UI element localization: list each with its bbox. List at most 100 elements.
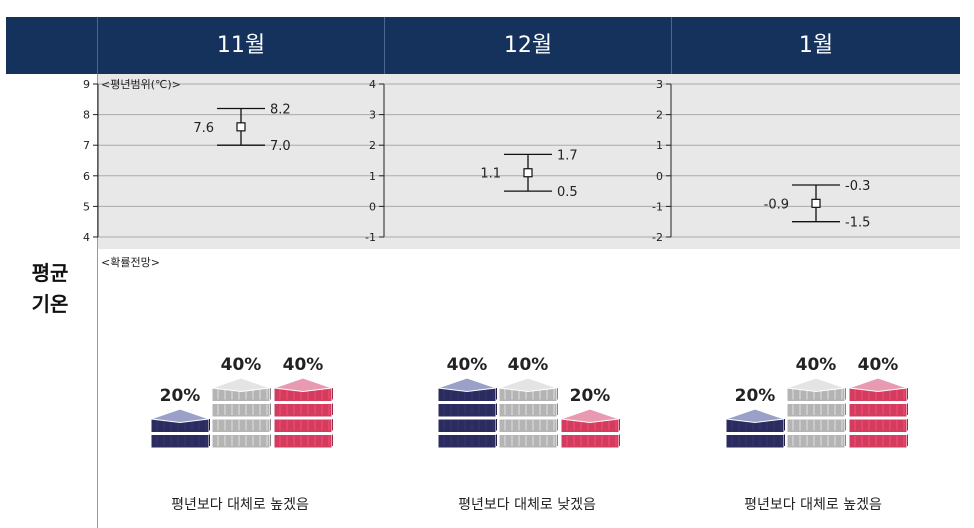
y-tick-label: 2 xyxy=(369,139,376,152)
slab-side xyxy=(619,434,620,446)
prob-label-비슷: 40% xyxy=(221,355,262,375)
slab-side xyxy=(845,434,846,446)
prob-label-높음: 20% xyxy=(570,386,611,406)
stack-top xyxy=(786,377,846,393)
slab-side xyxy=(270,388,271,400)
header-divider xyxy=(671,17,672,74)
lower-label: 0.5 xyxy=(557,185,578,200)
slab-side xyxy=(209,419,210,431)
stack-slab xyxy=(437,434,497,449)
stack-slab xyxy=(848,403,908,418)
stack-top xyxy=(211,377,271,393)
slab-side xyxy=(557,388,558,400)
stack-top xyxy=(437,377,497,393)
lower-label: 7.0 xyxy=(270,139,291,154)
caption-nov: 평년보다 대체로 높겠음 xyxy=(171,497,309,513)
stack-top xyxy=(150,408,210,424)
y-tick-label: -2 xyxy=(652,231,663,244)
prob-label-낮음: 40% xyxy=(447,355,488,375)
mean-label: -0.9 xyxy=(764,197,789,212)
stack-slab xyxy=(786,418,846,433)
stack-slab xyxy=(848,418,908,433)
stack-top xyxy=(725,408,785,424)
stack-slab xyxy=(786,434,846,449)
month-header: 11월 12월 1월 xyxy=(6,17,960,74)
stack-slab xyxy=(437,403,497,418)
prob-stack-높음 xyxy=(273,377,333,449)
prob-label-높음: 40% xyxy=(858,355,899,375)
slab-side xyxy=(619,419,620,431)
prob-stack-높음 xyxy=(560,408,620,449)
stack-slab xyxy=(560,434,620,449)
prob-stack-높음 xyxy=(848,377,908,449)
y-tick-label: -1 xyxy=(652,200,663,213)
left-divider xyxy=(97,74,98,528)
mean-marker xyxy=(236,122,246,132)
slab-side xyxy=(907,419,908,431)
stack-top xyxy=(273,377,333,393)
stack-top xyxy=(560,408,620,424)
stack-slab xyxy=(273,403,333,418)
slab-side xyxy=(557,434,558,446)
slab-side xyxy=(332,419,333,431)
stack-slab xyxy=(848,434,908,449)
y-tick-label: 2 xyxy=(656,109,663,122)
upper-label: -0.3 xyxy=(845,179,870,194)
stack-slab xyxy=(498,418,558,433)
stack-slab xyxy=(211,418,271,433)
y-tick-label: 1 xyxy=(656,139,663,152)
month-header-dec: 12월 xyxy=(503,33,553,58)
stack-slab xyxy=(273,434,333,449)
stack-slab xyxy=(273,418,333,433)
slab-side xyxy=(496,388,497,400)
slab-side xyxy=(845,388,846,400)
lower-label: -1.5 xyxy=(845,216,870,231)
slab-side xyxy=(845,403,846,415)
slab-side xyxy=(557,419,558,431)
stack-top xyxy=(498,377,558,393)
upper-label: 1.7 xyxy=(557,148,578,163)
y-tick-label: 1 xyxy=(369,170,376,183)
slab-side xyxy=(784,419,785,431)
slab-side xyxy=(907,403,908,415)
y-tick-label: 7 xyxy=(83,139,90,152)
stack-slab xyxy=(437,418,497,433)
caption-jan: 평년보다 대체로 높겠음 xyxy=(744,497,882,513)
stack-slab xyxy=(498,403,558,418)
stack-slab xyxy=(498,434,558,449)
header-divider xyxy=(384,17,385,74)
slab-side xyxy=(557,403,558,415)
y-tick-label: 5 xyxy=(83,200,90,213)
stack-slab xyxy=(725,434,785,449)
header-divider xyxy=(97,17,98,74)
y-tick-label: 4 xyxy=(83,231,90,244)
slab-side xyxy=(332,388,333,400)
prob-stack-낮음 xyxy=(437,377,497,449)
stack-slab xyxy=(211,434,271,449)
prob-label-낮음: 20% xyxy=(160,386,201,406)
slab-side xyxy=(496,403,497,415)
range-section-label: <평년범위(℃)> xyxy=(101,78,181,91)
slab-side xyxy=(907,434,908,446)
prob-label-비슷: 40% xyxy=(508,355,549,375)
mean-marker xyxy=(523,168,533,178)
caption-dec: 평년보다 대체로 낮겠음 xyxy=(458,497,596,513)
slab-side xyxy=(332,434,333,446)
slab-side xyxy=(270,403,271,415)
prob-stack-낮음 xyxy=(725,408,785,449)
slab-side xyxy=(270,419,271,431)
slab-side xyxy=(332,403,333,415)
prob-label-낮음: 20% xyxy=(735,386,776,406)
month-header-jan: 1월 xyxy=(798,33,834,58)
plot-background xyxy=(98,74,960,249)
upper-label: 8.2 xyxy=(270,102,291,117)
side-title: 평균기온 xyxy=(31,261,69,316)
prob-label-비슷: 40% xyxy=(796,355,837,375)
y-tick-label: 3 xyxy=(369,109,376,122)
y-tick-label: 0 xyxy=(656,170,663,183)
month-header-nov: 11월 xyxy=(216,33,266,58)
slab-side xyxy=(496,434,497,446)
slab-side xyxy=(270,434,271,446)
prob-stack-낮음 xyxy=(150,408,210,449)
